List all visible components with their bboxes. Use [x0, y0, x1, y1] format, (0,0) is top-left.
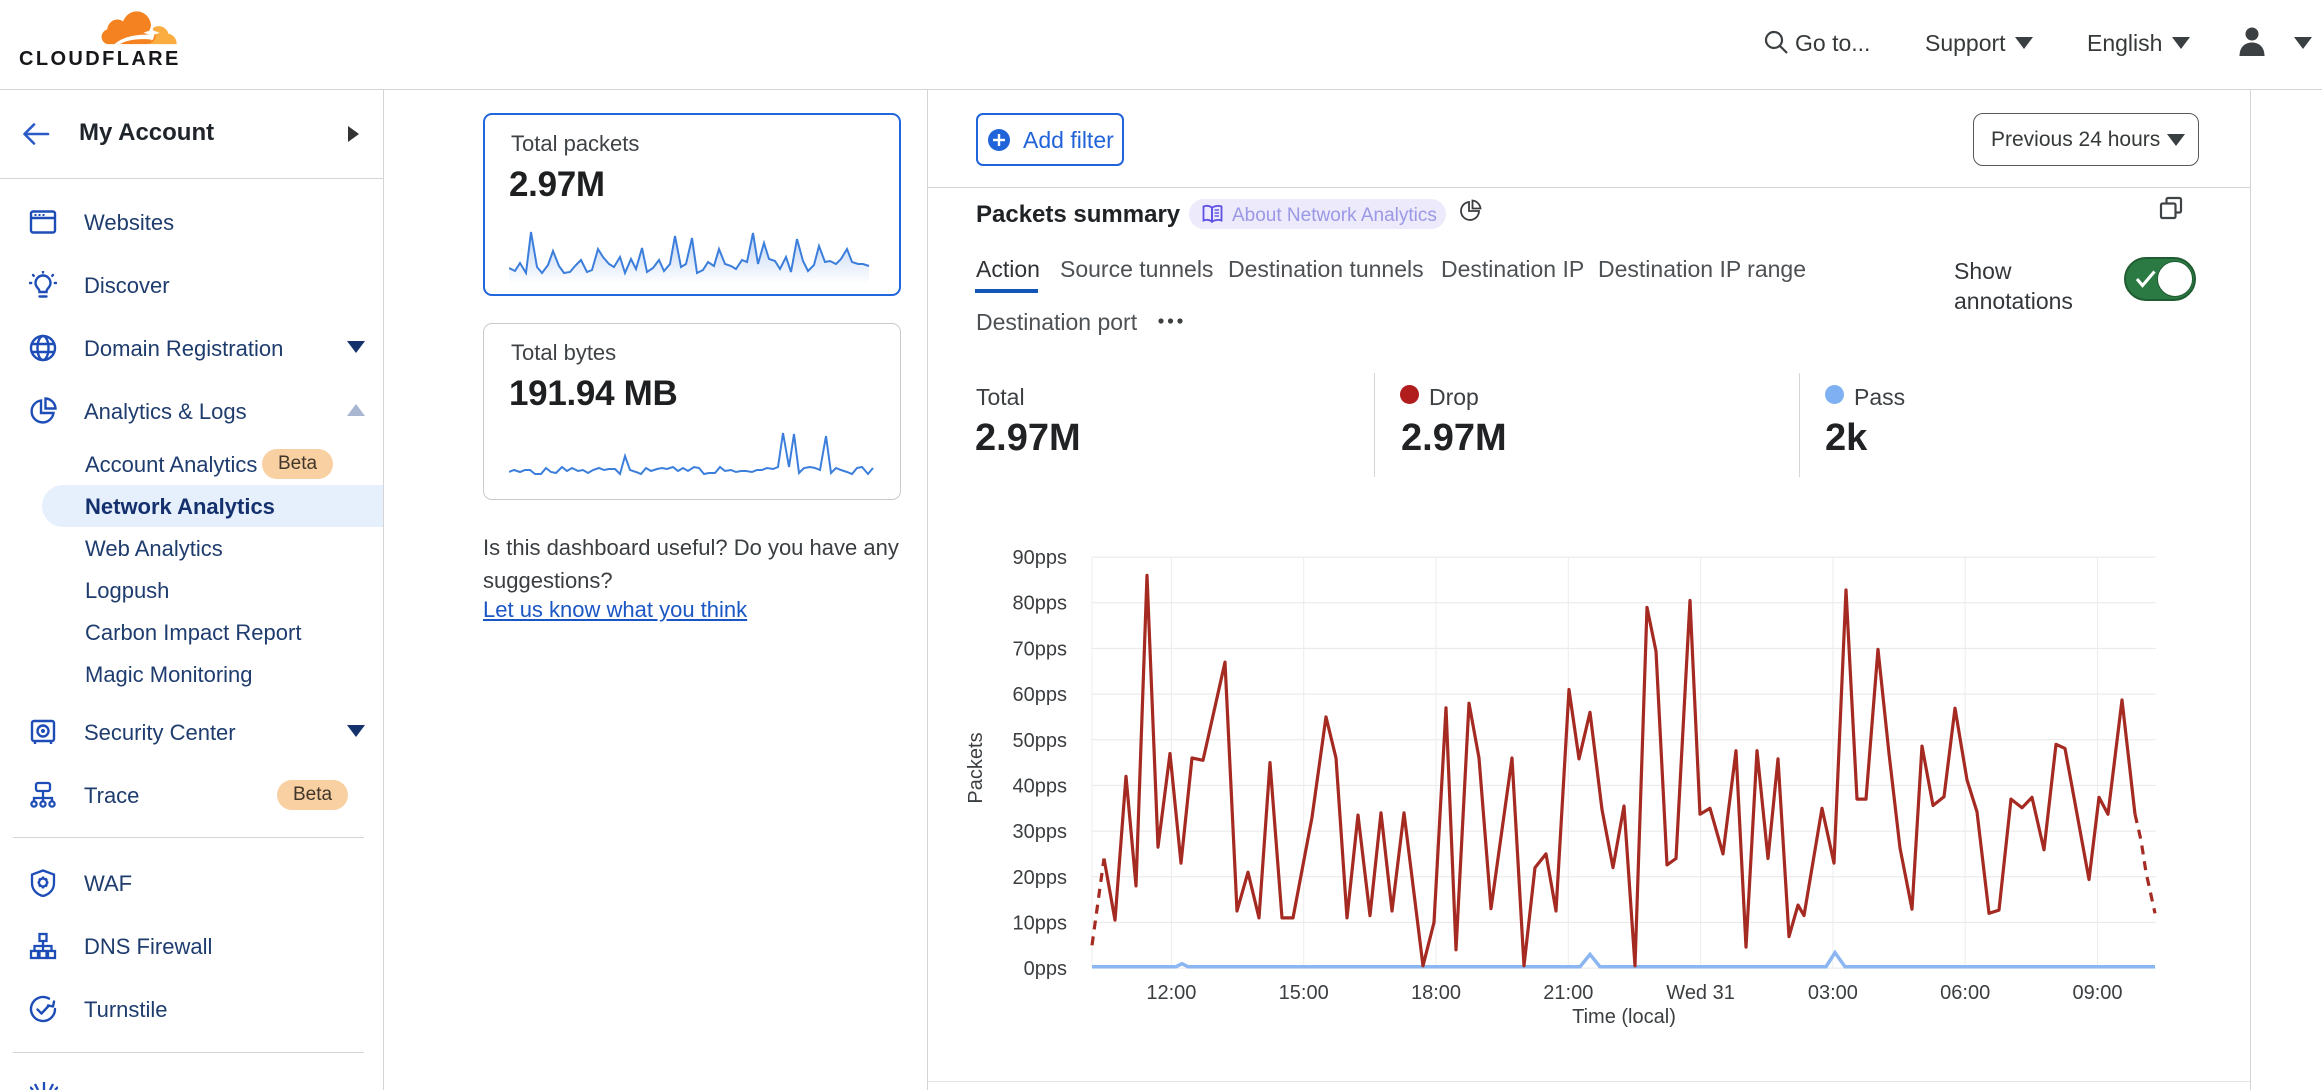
svg-text:20pps: 20pps — [1013, 867, 1068, 889]
svg-text:80pps: 80pps — [1013, 593, 1068, 615]
svg-text:09:00: 09:00 — [2072, 982, 2122, 1004]
svg-text:10pps: 10pps — [1013, 912, 1068, 934]
svg-text:12:00: 12:00 — [1146, 982, 1196, 1004]
svg-text:21:00: 21:00 — [1543, 982, 1593, 1004]
svg-text:Wed 31: Wed 31 — [1666, 982, 1735, 1004]
svg-text:15:00: 15:00 — [1279, 982, 1329, 1004]
svg-text:Time (local): Time (local) — [1572, 1006, 1676, 1028]
svg-text:90pps: 90pps — [1013, 547, 1068, 569]
svg-text:50pps: 50pps — [1013, 730, 1068, 752]
svg-text:60pps: 60pps — [1013, 684, 1068, 706]
svg-text:03:00: 03:00 — [1808, 982, 1858, 1004]
svg-text:40pps: 40pps — [1013, 775, 1068, 797]
svg-text:18:00: 18:00 — [1411, 982, 1461, 1004]
svg-text:0pps: 0pps — [1024, 958, 1067, 980]
svg-text:06:00: 06:00 — [1940, 982, 1990, 1004]
svg-text:Packets: Packets — [965, 732, 987, 803]
svg-text:70pps: 70pps — [1013, 638, 1068, 660]
svg-text:30pps: 30pps — [1013, 821, 1068, 843]
